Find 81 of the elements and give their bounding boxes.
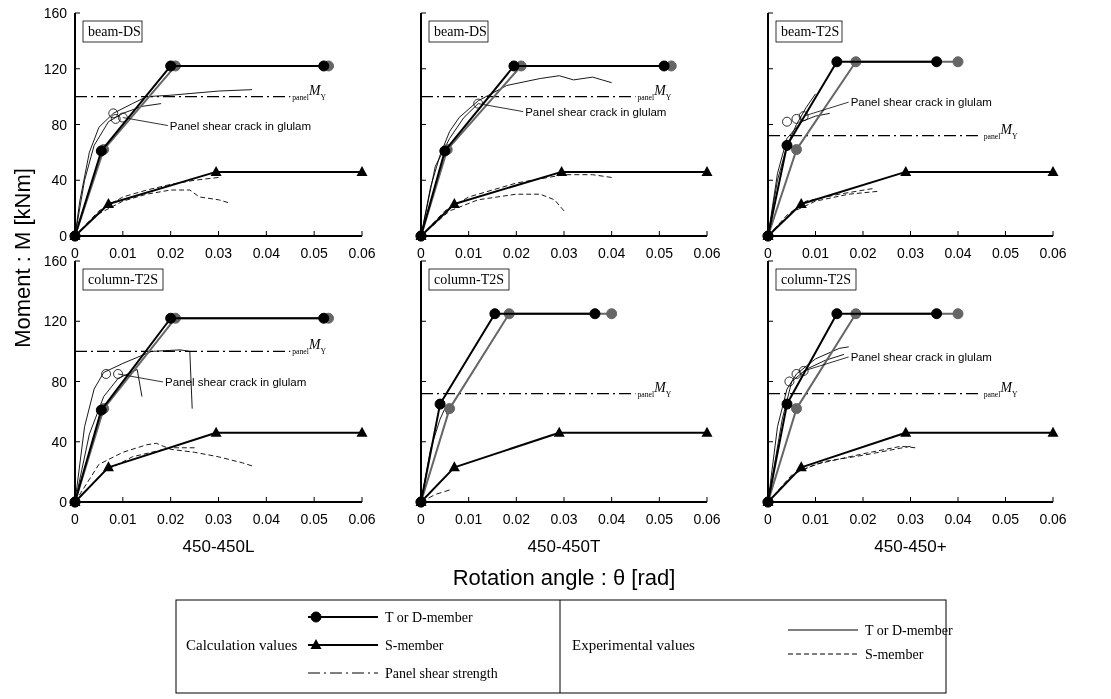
text: beam-DS — [434, 24, 487, 39]
y-tick-label: 40 — [51, 433, 68, 450]
x-tick-label: 0 — [417, 511, 426, 527]
x-axis-title: 450-450L — [182, 537, 255, 556]
x-tick-label: 0.02 — [157, 511, 185, 527]
legend-label: T or D-member — [865, 623, 953, 638]
x-tick-label: 0.04 — [944, 245, 972, 261]
x-tick-label: 0.06 — [693, 245, 721, 261]
text: Experimental values — [572, 637, 696, 653]
x-tick-label: 0.02 — [502, 511, 531, 527]
ref-line-label: $_{panel}$M$_{Y}$ — [637, 379, 672, 399]
ref-line-label: $_{panel}$M$_{Y}$ — [983, 379, 1018, 399]
x-tick-label: 0.01 — [455, 245, 483, 261]
x-tick-label: 0.05 — [645, 245, 674, 261]
text: Panel shear strength — [385, 666, 498, 681]
x-tick-label: 0.02 — [502, 245, 531, 261]
y-tick-label: 160 — [43, 5, 68, 21]
annotation: Panel shear crack in glulam — [525, 105, 667, 118]
x-tick-label: 0 — [417, 245, 426, 261]
x-tick-label: 0.05 — [991, 245, 1020, 261]
x-tick-label: 0.03 — [550, 245, 578, 261]
x-tick-label: 0.02 — [849, 245, 877, 261]
x-tick-label: 0.01 — [109, 245, 137, 261]
text: Calculation values — [186, 637, 298, 653]
x-tick-label: 0.01 — [801, 511, 830, 527]
text: column-T2S — [434, 272, 504, 287]
y-tick-label: 80 — [51, 373, 68, 390]
ref-line-label: $_{panel}$M$_{Y}$ — [983, 121, 1018, 141]
x-tick-label: 0.06 — [348, 511, 376, 527]
x-tick-label: 0.05 — [645, 511, 674, 527]
x-tick-label: 0.01 — [801, 245, 830, 261]
annotation: Panel shear crack in glulam — [169, 119, 312, 132]
x-tick-label: 0.03 — [204, 245, 233, 261]
x-tick-label: 0.02 — [157, 245, 185, 261]
legend-label: S-member — [865, 647, 924, 662]
x-tick-label: 0.01 — [455, 511, 483, 527]
y-tick-label: 80 — [51, 116, 68, 133]
y-tick-label: 40 — [51, 172, 68, 189]
y-tick-label: 120 — [43, 313, 68, 330]
x-tick-label: 0.04 — [944, 511, 972, 527]
text: beam-DS — [88, 24, 141, 39]
y-axis-title: Moment : M [kNm] — [10, 168, 35, 348]
x-tick-label: 0.06 — [1039, 511, 1067, 527]
x-tick-label: 0.05 — [300, 511, 328, 527]
y-tick-label: 160 — [43, 253, 68, 269]
x-tick-label: 0.06 — [1039, 245, 1067, 261]
text: column-T2S — [781, 272, 851, 287]
x-axis-title: 450-450+ — [874, 537, 947, 556]
x-tick-label: 0 — [71, 511, 80, 527]
x-tick-label: 0.03 — [550, 511, 578, 527]
x-tick-label: 0.04 — [598, 245, 626, 261]
x-tick-label: 0.05 — [300, 245, 328, 261]
text: column-T2S — [88, 272, 158, 287]
x-tick-label: 0.03 — [896, 245, 925, 261]
x-tick-label: 0.05 — [991, 511, 1020, 527]
annotation: Panel shear crack in glulam — [850, 96, 992, 109]
annotation: Panel shear crack in glulam — [850, 350, 992, 363]
text: Rotation angle : θ [rad] — [452, 565, 676, 590]
ref-line-label: $_{panel}$M$_{Y}$ — [292, 82, 327, 102]
x-tick-label: 0.04 — [252, 511, 281, 527]
x-tick-label: 0.01 — [109, 511, 137, 527]
y-tick-label: 0 — [59, 494, 68, 510]
x-tick-label: 0 — [764, 511, 773, 527]
x-tick-label: 0.04 — [252, 245, 281, 261]
x-tick-label: 0.03 — [896, 511, 925, 527]
x-tick-label: 0 — [764, 245, 773, 261]
x-tick-label: 0.02 — [849, 511, 877, 527]
x-tick-label: 0.06 — [348, 245, 376, 261]
ref-line-label: $_{panel}$M$_{Y}$ — [637, 82, 672, 102]
legend-label: S-member — [385, 638, 444, 653]
annotation: Panel shear crack in glulam — [165, 375, 307, 388]
ref-line-label: $_{panel}$M$_{Y}$ — [292, 337, 327, 356]
x-tick-label: 0 — [71, 245, 80, 261]
legend-label: T or D-member — [385, 610, 473, 625]
y-tick-label: 0 — [59, 228, 68, 244]
y-tick-label: 120 — [43, 60, 68, 77]
text: beam-T2S — [781, 24, 840, 39]
x-tick-label: 0.03 — [204, 511, 233, 527]
x-tick-label: 0.04 — [598, 511, 626, 527]
x-tick-label: 0.06 — [693, 511, 721, 527]
x-axis-title: 450-450T — [527, 537, 601, 556]
